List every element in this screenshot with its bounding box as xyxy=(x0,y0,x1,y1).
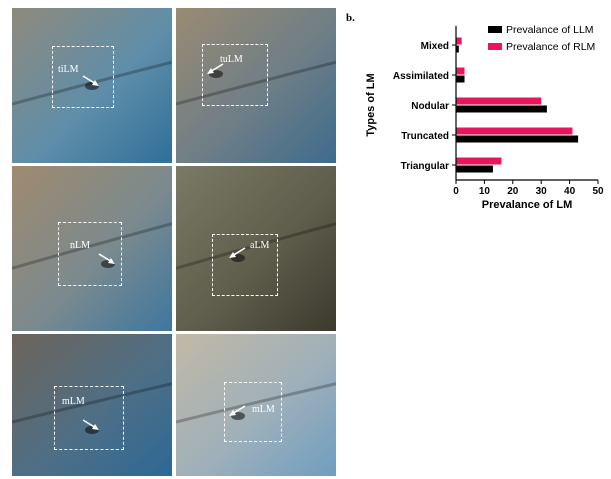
x-tick-label: 50 xyxy=(592,186,604,197)
x-tick-label: 40 xyxy=(564,186,576,197)
x-axis-title: Prevalance of LM xyxy=(482,199,572,211)
legend-swatch xyxy=(488,26,502,33)
arrow-icon xyxy=(98,253,115,264)
arrow-icon xyxy=(229,405,246,416)
region-of-interest-box xyxy=(52,46,114,108)
y-tick-label: Triangular xyxy=(401,161,449,172)
y-axis-title: Types of LM xyxy=(365,73,377,136)
lm-type-label: mLM xyxy=(62,396,85,407)
bar-rlm-triangular xyxy=(456,157,502,165)
y-tick-label: Mixed xyxy=(421,41,449,52)
bar-llm-triangular xyxy=(456,165,493,173)
legend-label: Prevalance of LLM xyxy=(506,24,594,36)
region-of-interest-box xyxy=(54,386,124,450)
lm-type-label: aLM xyxy=(250,240,270,251)
y-tick-label: Nodular xyxy=(411,101,449,112)
bar-llm-mixed xyxy=(456,45,459,53)
region-of-interest-box xyxy=(202,44,268,106)
lm-type-label: mLM xyxy=(252,404,275,415)
bar-rlm-nodular xyxy=(456,97,542,105)
region-of-interest-box xyxy=(212,234,278,296)
arrow-icon xyxy=(82,419,99,430)
region-of-interest-box xyxy=(224,382,282,442)
legend-swatch xyxy=(488,43,502,50)
specimen-photo-mlm: mLM xyxy=(12,334,172,476)
specimen-photo-mlm: mLM xyxy=(176,334,336,476)
legend-label: Prevalance of RLM xyxy=(506,41,595,53)
bar-rlm-mixed xyxy=(456,37,462,45)
arrow-icon xyxy=(207,63,224,74)
prevalence-bar-chart: Mixed Assimilated Nodular Truncated Triangul… xyxy=(365,24,604,211)
x-tick-label: 30 xyxy=(536,186,548,197)
lm-type-label: nLM xyxy=(70,240,90,251)
specimen-photo-nlm: nLM xyxy=(12,166,172,331)
bar-rlm-truncated xyxy=(456,127,573,135)
x-tick-label: 0 xyxy=(453,186,459,197)
bar-llm-assimilated xyxy=(456,75,465,83)
x-tick-label: 10 xyxy=(479,186,491,197)
region-of-interest-box xyxy=(58,222,122,286)
specimen-photo-alm: aLM xyxy=(176,166,336,331)
panel-b-label: b. xyxy=(346,12,355,24)
arrow-icon xyxy=(82,75,99,86)
y-tick-label: Truncated xyxy=(401,131,449,142)
y-tick-label: Assimilated xyxy=(393,71,449,82)
lm-type-label: tiLM xyxy=(58,64,79,75)
bar-llm-nodular xyxy=(456,105,547,113)
bar-llm-truncated xyxy=(456,135,579,143)
specimen-photo-tilm: tiLM xyxy=(12,8,172,163)
x-tick-label: 20 xyxy=(507,186,519,197)
arrow-icon xyxy=(229,247,246,258)
bar-rlm-assimilated xyxy=(456,67,465,75)
specimen-photo-tulm: tuLM xyxy=(176,8,336,163)
lm-type-label: tuLM xyxy=(220,54,243,65)
